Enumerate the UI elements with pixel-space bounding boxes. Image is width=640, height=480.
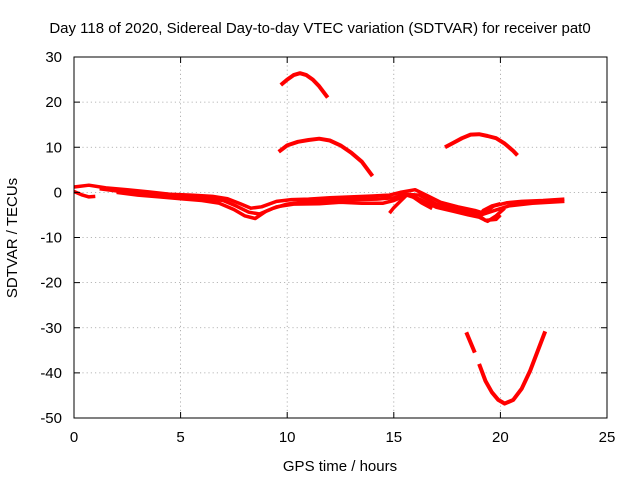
y-tick-label: -10: [40, 230, 62, 247]
series-arc-10h-lower: [277, 136, 375, 178]
ticks-layer: 0 5 10 15 20 25 -50 -40 -30 -20 -10 0 10 20 30: [40, 49, 615, 446]
y-tick-label: 30: [45, 49, 62, 66]
y-tick-label: -40: [40, 365, 62, 382]
x-tick-label: 20: [492, 429, 509, 446]
y-tick-label: -30: [40, 320, 62, 337]
series-main-band-lower: [116, 190, 506, 224]
x-tick-label: 15: [385, 429, 402, 446]
series-main-band-upper: [73, 183, 565, 215]
series-valley-20h: [477, 330, 548, 406]
series-arc-18h: [444, 132, 519, 157]
series-layer: [73, 71, 565, 406]
x-tick-label: 0: [70, 429, 78, 446]
series-valley-20h-left: [464, 331, 477, 354]
y-tick-label: 0: [54, 184, 62, 201]
series-arc-10h-upper: [279, 71, 330, 99]
x-tick-label: 25: [599, 429, 616, 446]
series-drop-16h: [412, 195, 434, 211]
series-start-dip: [73, 189, 96, 199]
x-axis-label: GPS time / hours: [283, 458, 397, 475]
y-tick-label: 20: [45, 94, 62, 111]
x-tick-label: 5: [176, 429, 184, 446]
series-main-band-mid: [99, 187, 565, 217]
series-curl-19h: [477, 202, 502, 223]
chart-title: Day 118 of 2020, Sidereal Day-to-day VTE…: [49, 20, 590, 37]
y-tick-label: -50: [40, 410, 62, 427]
series-drop-15h: [388, 193, 408, 215]
x-tick-label: 10: [279, 429, 296, 446]
y-tick-label: 10: [45, 139, 62, 156]
y-tick-label: -20: [40, 275, 62, 292]
y-axis-label: SDTVAR / TECUs: [4, 178, 21, 298]
grid-layer: [74, 57, 607, 418]
